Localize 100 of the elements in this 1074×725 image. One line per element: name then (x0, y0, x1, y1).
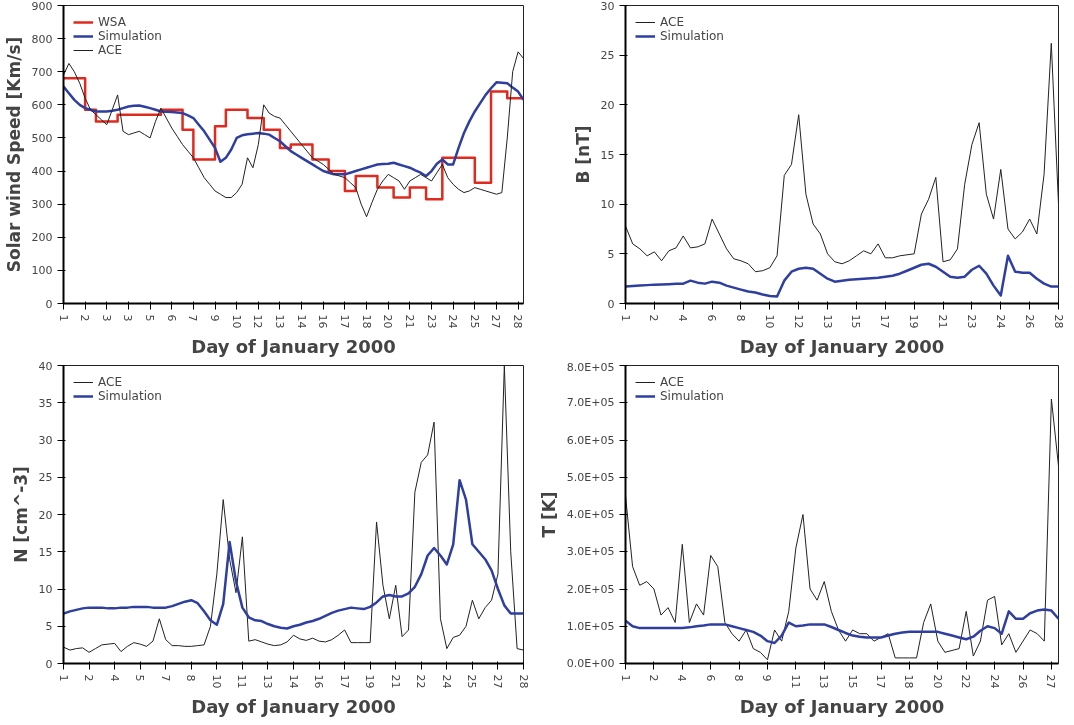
x-tick-label: 8 (733, 314, 747, 322)
x-tick-label: 10 (209, 674, 223, 689)
y-axis-title: Solar wind Speed [Km/s] (3, 36, 24, 273)
y-tick-label: 35 (38, 396, 53, 410)
x-axis-title: Day of January 2000 (191, 336, 396, 358)
x-tick-label: 18 (902, 674, 916, 689)
legend-label: Simulation (660, 389, 724, 403)
x-tick-label: 2 (78, 314, 92, 322)
x-tick-label: 8 (732, 674, 746, 682)
x-tick-label: 2 (646, 674, 660, 682)
legend-label: Simulation (98, 389, 162, 403)
y-tick-label: 100 (31, 264, 53, 278)
y-axis-title: B [nT] (572, 125, 593, 184)
x-tick-label: 7 (158, 674, 172, 682)
x-tick-label: 2 (82, 674, 96, 682)
x-tick-label: 20 (930, 674, 944, 689)
x-tick-label: 1 (618, 314, 632, 322)
x-tick-label: 6 (703, 674, 717, 682)
x-tick-label: 21 (388, 674, 402, 689)
y-tick-label: 0 (45, 657, 53, 671)
x-tick-label: 17 (337, 674, 351, 689)
x-tick-label: 28 (1051, 314, 1065, 329)
y-tick-label: 700 (31, 65, 53, 79)
y-axis-title: N [cm^-3] (10, 466, 31, 563)
y-tick-label: 15 (600, 148, 615, 162)
x-tick-label: 16 (316, 314, 330, 329)
legend-label: Simulation (98, 29, 162, 43)
legend-label: Simulation (660, 29, 724, 43)
y-tick-label: 5 (45, 620, 53, 634)
x-tick-label: 28 (516, 674, 530, 689)
y-tick-label: 20 (38, 508, 53, 522)
legend-label: ACE (660, 375, 684, 389)
x-tick-label: 20 (381, 314, 395, 329)
x-tick-label: 23 (424, 314, 438, 329)
y-tick-label: 10 (600, 198, 615, 212)
x-tick-label: 13 (260, 674, 274, 689)
x-tick-label: 26 (1022, 314, 1036, 329)
y-tick-label: 20 (600, 98, 615, 112)
x-tick-label: 6 (164, 314, 178, 322)
x-tick-label: 11 (788, 674, 802, 689)
x-tick-label: 14 (286, 674, 300, 689)
x-tick-label: 9 (208, 314, 222, 322)
y-tick-label: 600 (31, 98, 53, 112)
x-tick-label: 13 (272, 314, 286, 329)
x-tick-label: 8 (184, 674, 198, 682)
y-tick-label: 3.0E+05 (566, 545, 615, 559)
y-tick-label: 0 (607, 297, 615, 311)
x-tick-label: 2 (647, 314, 661, 322)
y-tick-label: 1.0E+05 (566, 619, 615, 633)
legend-label: ACE (660, 15, 684, 29)
x-tick-label: 17 (337, 314, 351, 329)
x-tick-label: 23 (964, 314, 978, 329)
x-axis-title: Day of January 2000 (739, 696, 945, 718)
x-tick-label: 18 (359, 314, 373, 329)
x-axis-title: Day of January 2000 (739, 336, 945, 358)
x-tick-label: 27 (1044, 674, 1058, 689)
x-tick-label: 17 (878, 314, 892, 329)
x-tick-label: 21 (402, 314, 416, 329)
x-tick-label: 16 (312, 674, 326, 689)
x-tick-label: 13 (817, 674, 831, 689)
x-tick-label: 19 (363, 674, 377, 689)
y-tick-label: 0 (45, 297, 53, 311)
x-tick-label: 9 (760, 674, 774, 682)
y-tick-label: 10 (38, 583, 53, 596)
x-tick-label: 13 (820, 314, 834, 329)
y-tick-label: 40 (38, 359, 53, 373)
y-tick-label: 8.0E+05 (566, 360, 615, 374)
y-tick-label: 900 (31, 0, 53, 13)
x-tick-label: 28 (511, 314, 525, 329)
x-tick-label: 4 (676, 314, 690, 322)
x-tick-label: 10 (229, 314, 243, 329)
y-tick-label: 5 (607, 247, 615, 261)
x-tick-label: 24 (446, 314, 460, 329)
y-tick-label: 2.0E+05 (566, 582, 615, 596)
x-tick-label: 3 (99, 314, 113, 322)
x-tick-label: 19 (907, 314, 921, 329)
x-tick-label: 1 (56, 314, 70, 322)
x-tick-label: 17 (874, 674, 888, 689)
x-tick-label: 6 (705, 314, 719, 322)
x-tick-label: 15 (845, 674, 859, 689)
x-tick-label: 24 (987, 674, 1001, 689)
x-tick-label: 12 (791, 314, 805, 329)
x-tick-label: 27 (489, 314, 503, 329)
x-tick-label: 24 (993, 314, 1007, 329)
x-tick-label: 22 (414, 674, 428, 689)
y-tick-label: 6.0E+05 (566, 433, 615, 447)
legend-label: WSA (98, 15, 126, 29)
y-tick-label: 0.0E+00 (566, 657, 615, 670)
x-tick-label: 27 (490, 674, 504, 689)
x-tick-label: 5 (133, 674, 147, 682)
x-tick-label: 10 (762, 314, 776, 329)
x-tick-label: 24 (439, 674, 453, 689)
y-tick-label: 4.0E+05 (566, 508, 615, 521)
y-tick-label: 7.0E+05 (566, 396, 615, 410)
y-tick-label: 300 (31, 198, 53, 212)
y-tick-label: 15 (38, 545, 53, 559)
y-tick-label: 500 (31, 131, 53, 145)
y-tick-label: 800 (31, 32, 53, 46)
y-tick-label: 30 (600, 0, 615, 13)
legend-label: ACE (98, 375, 122, 389)
